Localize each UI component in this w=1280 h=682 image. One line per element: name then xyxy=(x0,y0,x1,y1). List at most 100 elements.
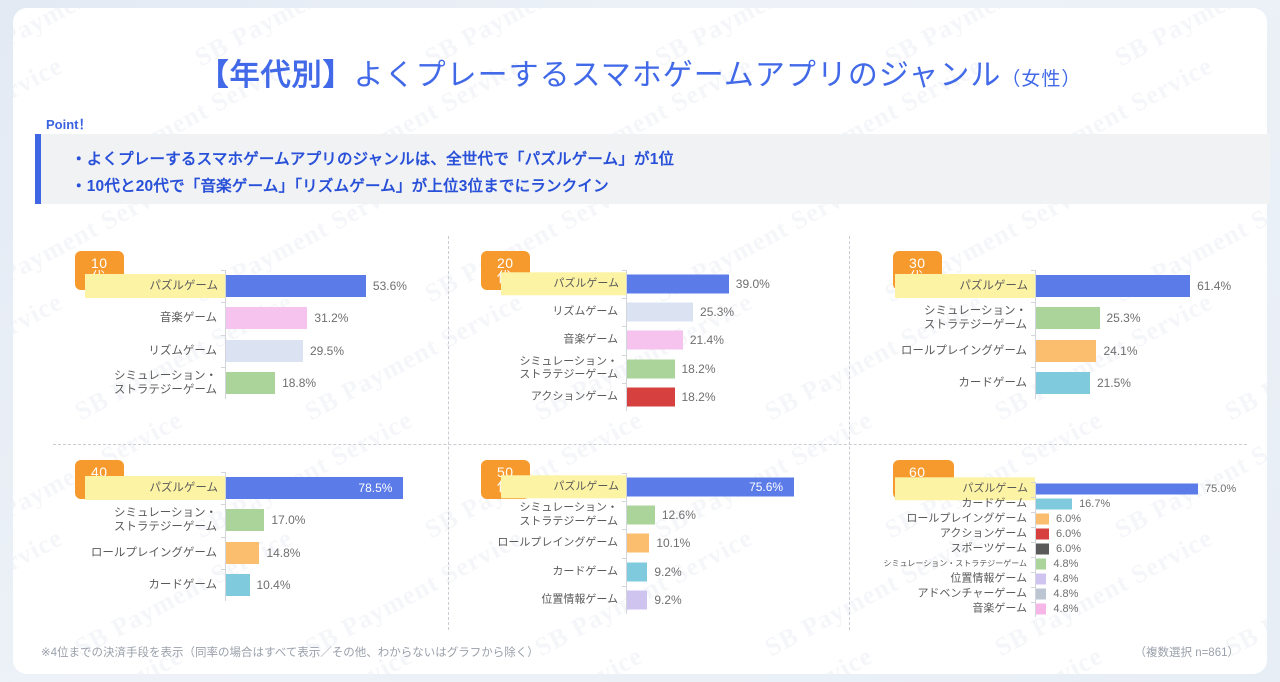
bar-category-label: 音楽ゲーム xyxy=(563,333,618,346)
axis-tick xyxy=(1031,269,1035,271)
bar-category-label: シミュレーション・ストラテジーゲーム xyxy=(883,559,1027,569)
bar-category-label: シミュレーション・ストラテジーゲーム xyxy=(113,507,217,534)
bar-category-label: カードゲーム xyxy=(961,497,1027,510)
watermark-text: SB Payment Service xyxy=(650,641,878,674)
bar-value-label: 6.0% xyxy=(1055,528,1082,540)
chart-axis-line xyxy=(1035,481,1036,617)
bar-value-label: 21.4% xyxy=(689,333,724,348)
chart-bar xyxy=(627,359,675,379)
point-line-1: ・よくプレーするスマホゲームアプリのジャンルは、全世代で「パズルゲーム」が1位 xyxy=(71,151,675,168)
bar-value-label: 4.8% xyxy=(1053,588,1079,600)
chart-bar xyxy=(1036,603,1047,615)
chart-bar xyxy=(627,590,648,610)
bar-value-label: 6.0% xyxy=(1055,513,1082,525)
bar-category-label: リズムゲーム xyxy=(148,344,217,357)
bar-category-label: ロールプレイングゲーム xyxy=(906,512,1027,525)
axis-tick xyxy=(221,536,225,538)
point-line-2: ・10代と20代で「音楽ゲーム」「リズムゲーム」が上位3位までにランクイン xyxy=(71,177,609,195)
bar-category-label: 音楽ゲーム xyxy=(972,602,1027,615)
horizontal-divider xyxy=(53,444,1247,445)
bar-value-label: 17.0% xyxy=(271,513,306,528)
chart-bar xyxy=(1036,513,1049,525)
bar-value-label: 75.0% xyxy=(1205,483,1237,495)
bar-category-label: 音楽ゲーム xyxy=(159,312,217,325)
chart-bar xyxy=(1036,573,1047,585)
chart-bar xyxy=(226,477,404,499)
chart-bar xyxy=(1036,275,1191,297)
bar-value-label: 18.2% xyxy=(681,389,716,404)
point-box: ・よくプレーするスマホゲームアプリのジャンルは、全世代で「パズルゲーム」が1位 … xyxy=(35,134,1270,204)
chart-bar xyxy=(627,387,675,407)
footer-note-right: （複数選択 n=861） xyxy=(1134,647,1240,659)
page-title: 【年代別】よくプレーするスマホゲームアプリのジャンル（女性） xyxy=(13,50,1267,94)
point-label: Point！ xyxy=(46,117,92,132)
bar-value-label: 14.8% xyxy=(266,545,301,560)
axis-tick xyxy=(622,501,626,503)
bar-value-label: 18.8% xyxy=(282,376,317,391)
bar-value-label: 18.2% xyxy=(681,361,716,376)
bar-value-label: 21.5% xyxy=(1096,376,1131,391)
axis-tick xyxy=(1031,511,1035,513)
axis-tick xyxy=(221,569,225,570)
footer-note-left: ※4位までの決済手段を表示（同率の場合はすべて表示／その他、わからないはグラフか… xyxy=(41,647,539,659)
bar-category-label: パズルゲーム xyxy=(85,475,225,501)
chart-axis-line xyxy=(225,471,226,602)
bar-value-label: 53.6% xyxy=(372,279,407,293)
axis-tick xyxy=(622,326,626,328)
bar-category-label: パズルゲーム xyxy=(501,272,626,296)
bar-value-label: 4.8% xyxy=(1053,573,1079,585)
bar-category-label: リズムゲーム xyxy=(552,305,618,318)
bar-value-label: 4.8% xyxy=(1053,558,1079,570)
chart-bar xyxy=(1036,372,1090,395)
axis-tick xyxy=(1031,334,1035,336)
bar-category-label: 位置情報ゲーム xyxy=(541,593,618,606)
axis-tick xyxy=(221,334,225,336)
bar-value-label: 6.0% xyxy=(1055,543,1082,555)
chart-bar xyxy=(627,533,650,553)
axis-tick xyxy=(1031,481,1035,483)
chart-bar xyxy=(1036,543,1049,555)
bar-category-label: カードゲーム xyxy=(552,564,618,577)
title-main: よくプレーするスマホゲームアプリのジャンル xyxy=(353,59,1002,92)
axis-tick xyxy=(1031,571,1035,573)
bar-category-label: アクションゲーム xyxy=(939,527,1027,540)
bar-category-label: ロールプレイングゲーム xyxy=(90,546,217,559)
vertical-divider-2 xyxy=(849,236,850,630)
axis-tick xyxy=(622,557,626,559)
chart-bar xyxy=(226,541,260,564)
bar-value-label: 31.2% xyxy=(314,311,349,326)
chart-bar xyxy=(1036,339,1097,362)
bar-value-label: 61.4% xyxy=(1197,279,1232,293)
bar-value-label: 9.2% xyxy=(654,564,682,579)
watermark-text: SB Payment Service xyxy=(1220,523,1267,663)
chart-bar xyxy=(1036,498,1073,510)
bar-value-label: 29.5% xyxy=(309,343,345,358)
bar-category-label: アクションゲーム xyxy=(530,390,618,403)
axis-tick xyxy=(1031,526,1035,528)
chart-bar xyxy=(1036,588,1047,600)
watermark-text: SB Payment Service xyxy=(880,641,1108,674)
chart-bar xyxy=(1036,307,1100,330)
axis-tick xyxy=(221,504,225,506)
axis-tick xyxy=(622,298,626,300)
axis-tick xyxy=(1031,586,1035,588)
chart-bar xyxy=(627,330,683,350)
chart-bar xyxy=(627,505,655,525)
chart-axis-line xyxy=(626,269,627,411)
chart-axis-line xyxy=(1035,269,1036,400)
chart-bar xyxy=(226,574,250,597)
chart-bar xyxy=(1036,528,1049,540)
chart-axis-line xyxy=(626,472,627,614)
bar-category-label: ロールプレイングゲーム xyxy=(900,344,1027,357)
bar-category-label: シミュレーション・ストラテジーゲーム xyxy=(923,305,1027,332)
watermark-text: SB Payment Service xyxy=(1220,287,1267,427)
bar-value-label: 4.8% xyxy=(1053,603,1079,615)
chart-axis-line xyxy=(225,269,226,400)
chart-bar xyxy=(226,275,366,297)
bar-category-label: 位置情報ゲーム xyxy=(950,572,1027,585)
axis-tick xyxy=(1031,601,1035,603)
bar-category-label: パズルゲーム xyxy=(85,273,225,299)
axis-tick xyxy=(221,471,225,473)
watermark-text: SB Payment Service xyxy=(70,522,298,663)
chart-bar xyxy=(1036,558,1047,570)
